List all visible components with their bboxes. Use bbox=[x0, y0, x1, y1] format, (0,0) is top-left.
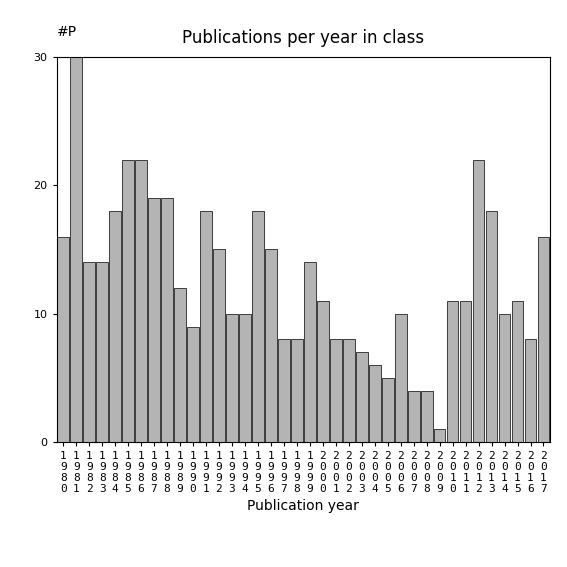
Bar bbox=[538, 236, 549, 442]
Bar bbox=[317, 301, 329, 442]
Bar bbox=[291, 340, 303, 442]
Bar bbox=[304, 263, 316, 442]
Bar bbox=[174, 288, 186, 442]
Bar bbox=[96, 263, 108, 442]
Bar bbox=[136, 159, 147, 442]
Bar bbox=[499, 314, 510, 442]
Bar bbox=[200, 211, 212, 442]
Bar bbox=[252, 211, 264, 442]
Bar bbox=[122, 159, 134, 442]
Title: Publications per year in class: Publications per year in class bbox=[182, 29, 425, 47]
Bar bbox=[343, 340, 354, 442]
Bar bbox=[382, 378, 393, 442]
Bar bbox=[226, 314, 238, 442]
Bar bbox=[70, 57, 82, 442]
Bar bbox=[161, 198, 173, 442]
Bar bbox=[239, 314, 251, 442]
Bar bbox=[148, 198, 160, 442]
Bar bbox=[511, 301, 523, 442]
Bar bbox=[356, 352, 367, 442]
Text: #P: #P bbox=[57, 26, 77, 39]
X-axis label: Publication year: Publication year bbox=[247, 499, 359, 513]
Bar bbox=[265, 249, 277, 442]
Bar bbox=[330, 340, 342, 442]
Bar bbox=[369, 365, 380, 442]
Bar bbox=[187, 327, 199, 442]
Bar bbox=[421, 391, 433, 442]
Bar bbox=[213, 249, 225, 442]
Bar bbox=[473, 159, 484, 442]
Bar bbox=[408, 391, 420, 442]
Bar bbox=[447, 301, 459, 442]
Bar bbox=[486, 211, 497, 442]
Bar bbox=[395, 314, 407, 442]
Bar bbox=[109, 211, 121, 442]
Bar bbox=[57, 236, 69, 442]
Bar bbox=[278, 340, 290, 442]
Bar bbox=[83, 263, 95, 442]
Bar bbox=[460, 301, 471, 442]
Bar bbox=[524, 340, 536, 442]
Bar bbox=[434, 429, 446, 442]
